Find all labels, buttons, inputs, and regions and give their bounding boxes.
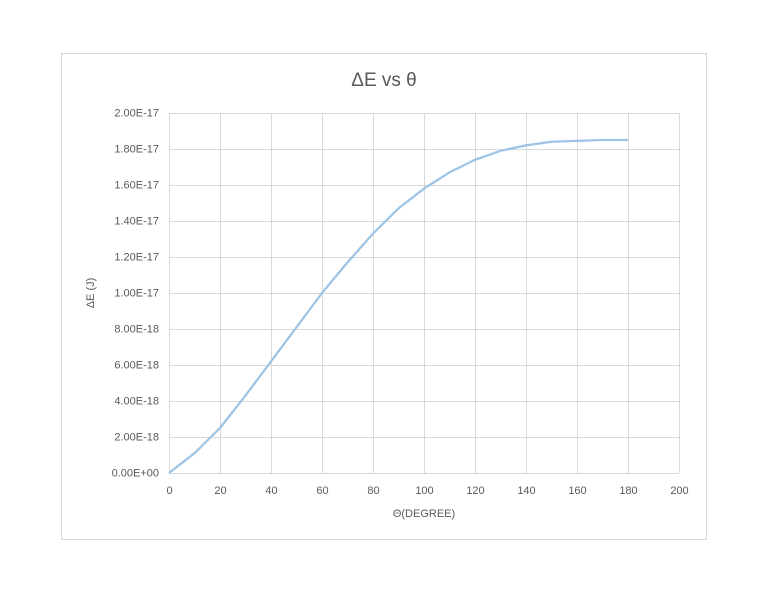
y-tick-label: 2.00E-18 (114, 431, 159, 443)
x-tick-label: 80 (367, 485, 379, 497)
y-tick-label: 8.00E-18 (114, 323, 159, 335)
y-tick-label: 6.00E-18 (114, 359, 159, 371)
x-axis-label: Θ(DEGREE) (393, 508, 455, 520)
y-tick-label: 1.20E-17 (114, 251, 159, 263)
y-tick-label: 1.40E-17 (114, 215, 159, 227)
y-tick-label: 0.00E+00 (112, 467, 159, 479)
y-axis-label: ΔE (J) (85, 278, 97, 309)
y-tick-label: 1.60E-17 (114, 179, 159, 191)
data-line (168, 138, 628, 474)
x-tick-label: 20 (214, 485, 226, 497)
x-tick-label: 100 (415, 485, 433, 497)
x-tick-label: 200 (670, 485, 688, 497)
y-tick-label: 2.00E-17 (114, 107, 159, 119)
x-tick-label: 0 (166, 485, 172, 497)
x-tick-label: 160 (568, 485, 586, 497)
x-tick-label: 120 (466, 485, 484, 497)
y-tick-label: 1.00E-17 (114, 287, 159, 299)
x-tick-label: 60 (316, 485, 328, 497)
y-tick-label: 1.80E-17 (114, 143, 159, 155)
x-tick-label: 40 (265, 485, 277, 497)
chart-title: ΔE vs θ (351, 70, 417, 91)
x-tick-label: 180 (619, 485, 637, 497)
x-tick-label: 140 (517, 485, 535, 497)
y-tick-label: 4.00E-18 (114, 395, 159, 407)
